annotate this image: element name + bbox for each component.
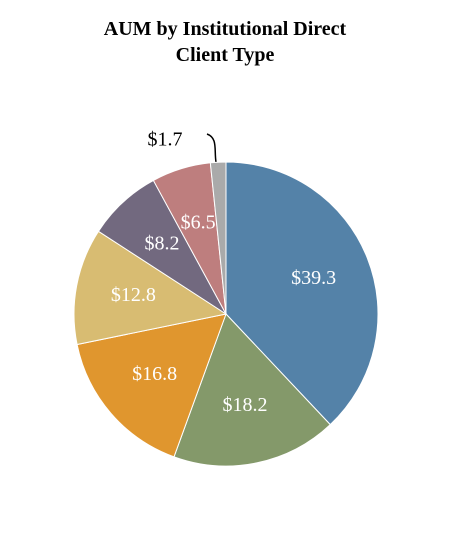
data-label: $16.8: [132, 363, 177, 385]
chart-title: AUM by Institutional Direct Client Type: [103, 18, 347, 66]
leader-line: [206, 133, 217, 163]
pie-slice: [209, 161, 227, 315]
data-label: $39.3: [291, 267, 336, 289]
pie-slice: [173, 313, 331, 467]
data-label: $1.7: [148, 129, 183, 151]
pie-slice: [225, 161, 379, 426]
data-label: $18.2: [223, 394, 268, 416]
data-label: $8.2: [144, 232, 179, 254]
data-label: $6.5: [181, 212, 216, 234]
pie-slice: [76, 313, 227, 458]
data-label: $12.8: [111, 284, 156, 306]
pie-slice: [73, 230, 228, 346]
